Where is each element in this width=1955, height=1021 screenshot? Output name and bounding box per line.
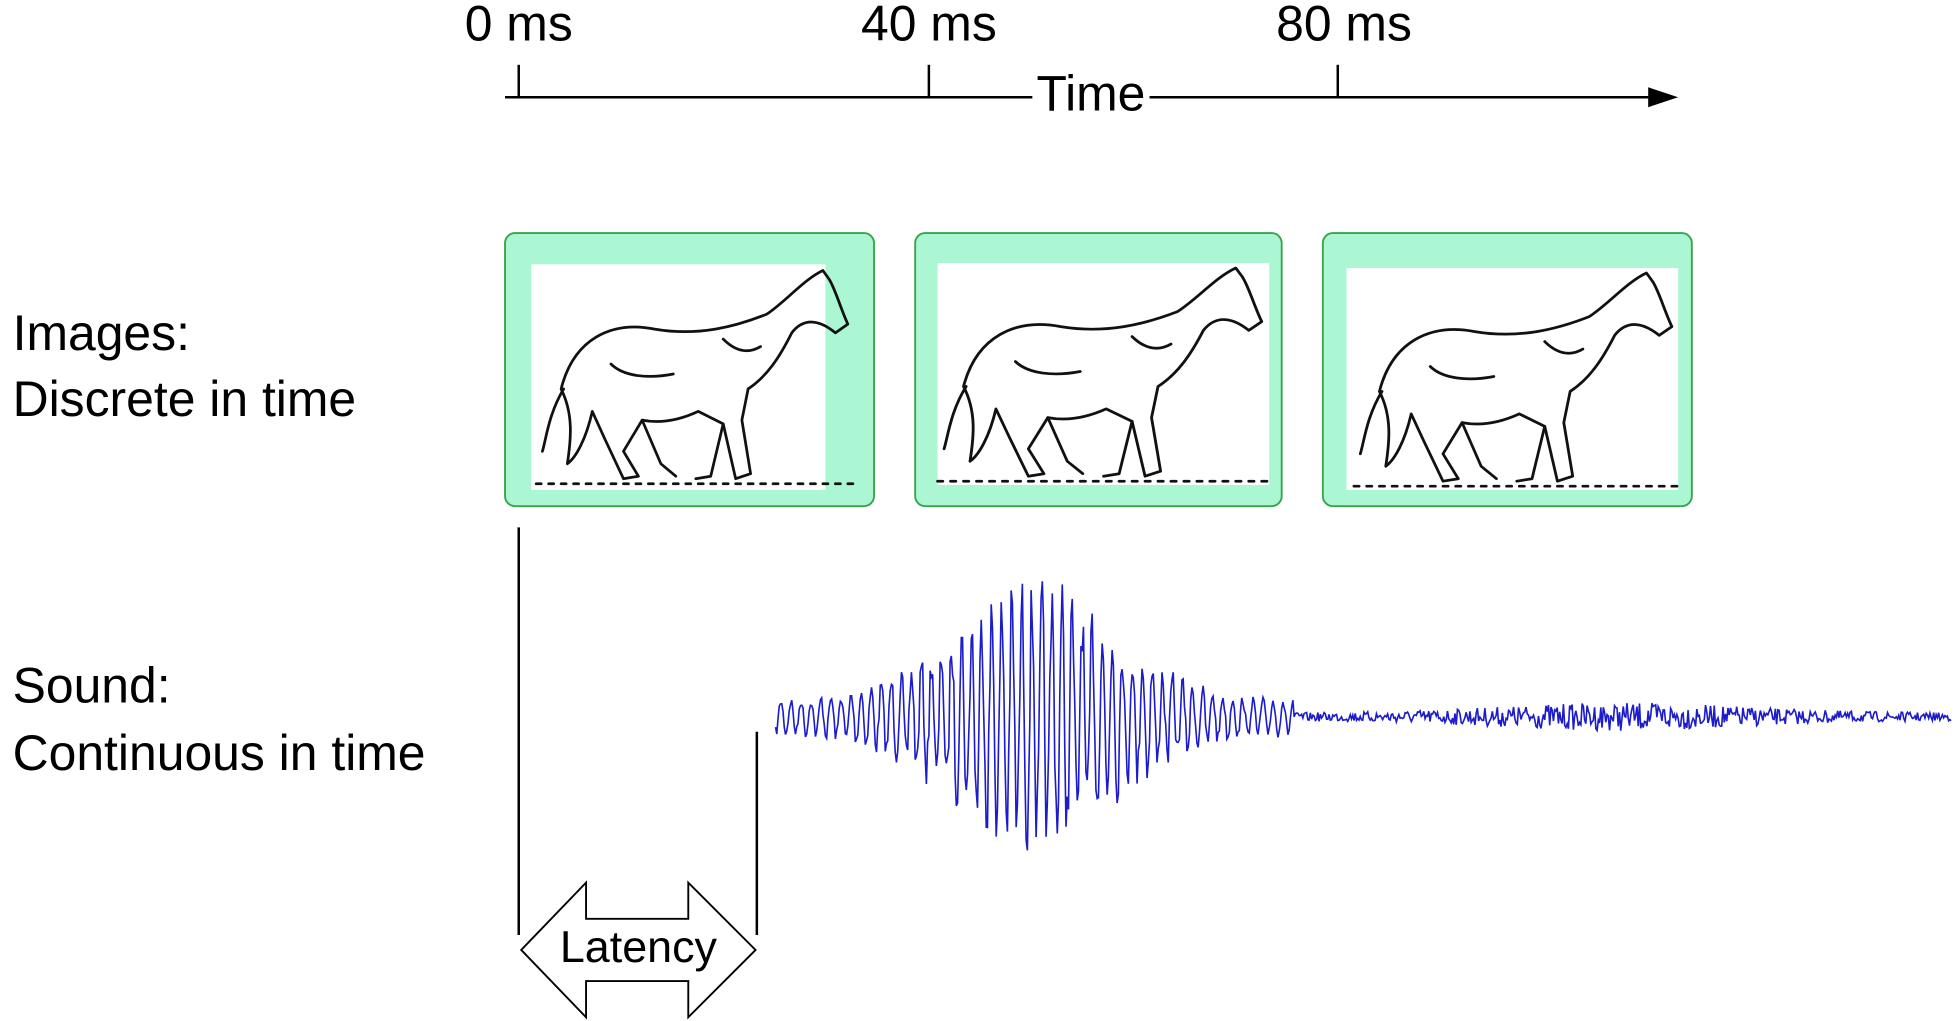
- tick-label: 0 ms: [465, 0, 573, 52]
- row-label: Continuous in time: [13, 725, 426, 781]
- tick-label: 40 ms: [861, 0, 997, 52]
- frame: [915, 233, 1282, 506]
- axis-label: Time: [1036, 65, 1145, 121]
- row-label: Sound:: [13, 658, 171, 714]
- diagram: 0 ms 40 ms 80 ms Time Images: Discrete i…: [0, 0, 1955, 1021]
- frame: [505, 233, 874, 506]
- row-label: Discrete in time: [13, 371, 357, 427]
- tick-label: 80 ms: [1276, 0, 1412, 52]
- page: 0 ms 40 ms 80 ms Time Images: Discrete i…: [0, 0, 1955, 1021]
- frame: [1323, 233, 1692, 506]
- axis-arrow: [1648, 87, 1678, 107]
- latency-label: Latency: [560, 921, 718, 972]
- waveform: [776, 581, 1952, 850]
- row-label: Images:: [13, 305, 190, 361]
